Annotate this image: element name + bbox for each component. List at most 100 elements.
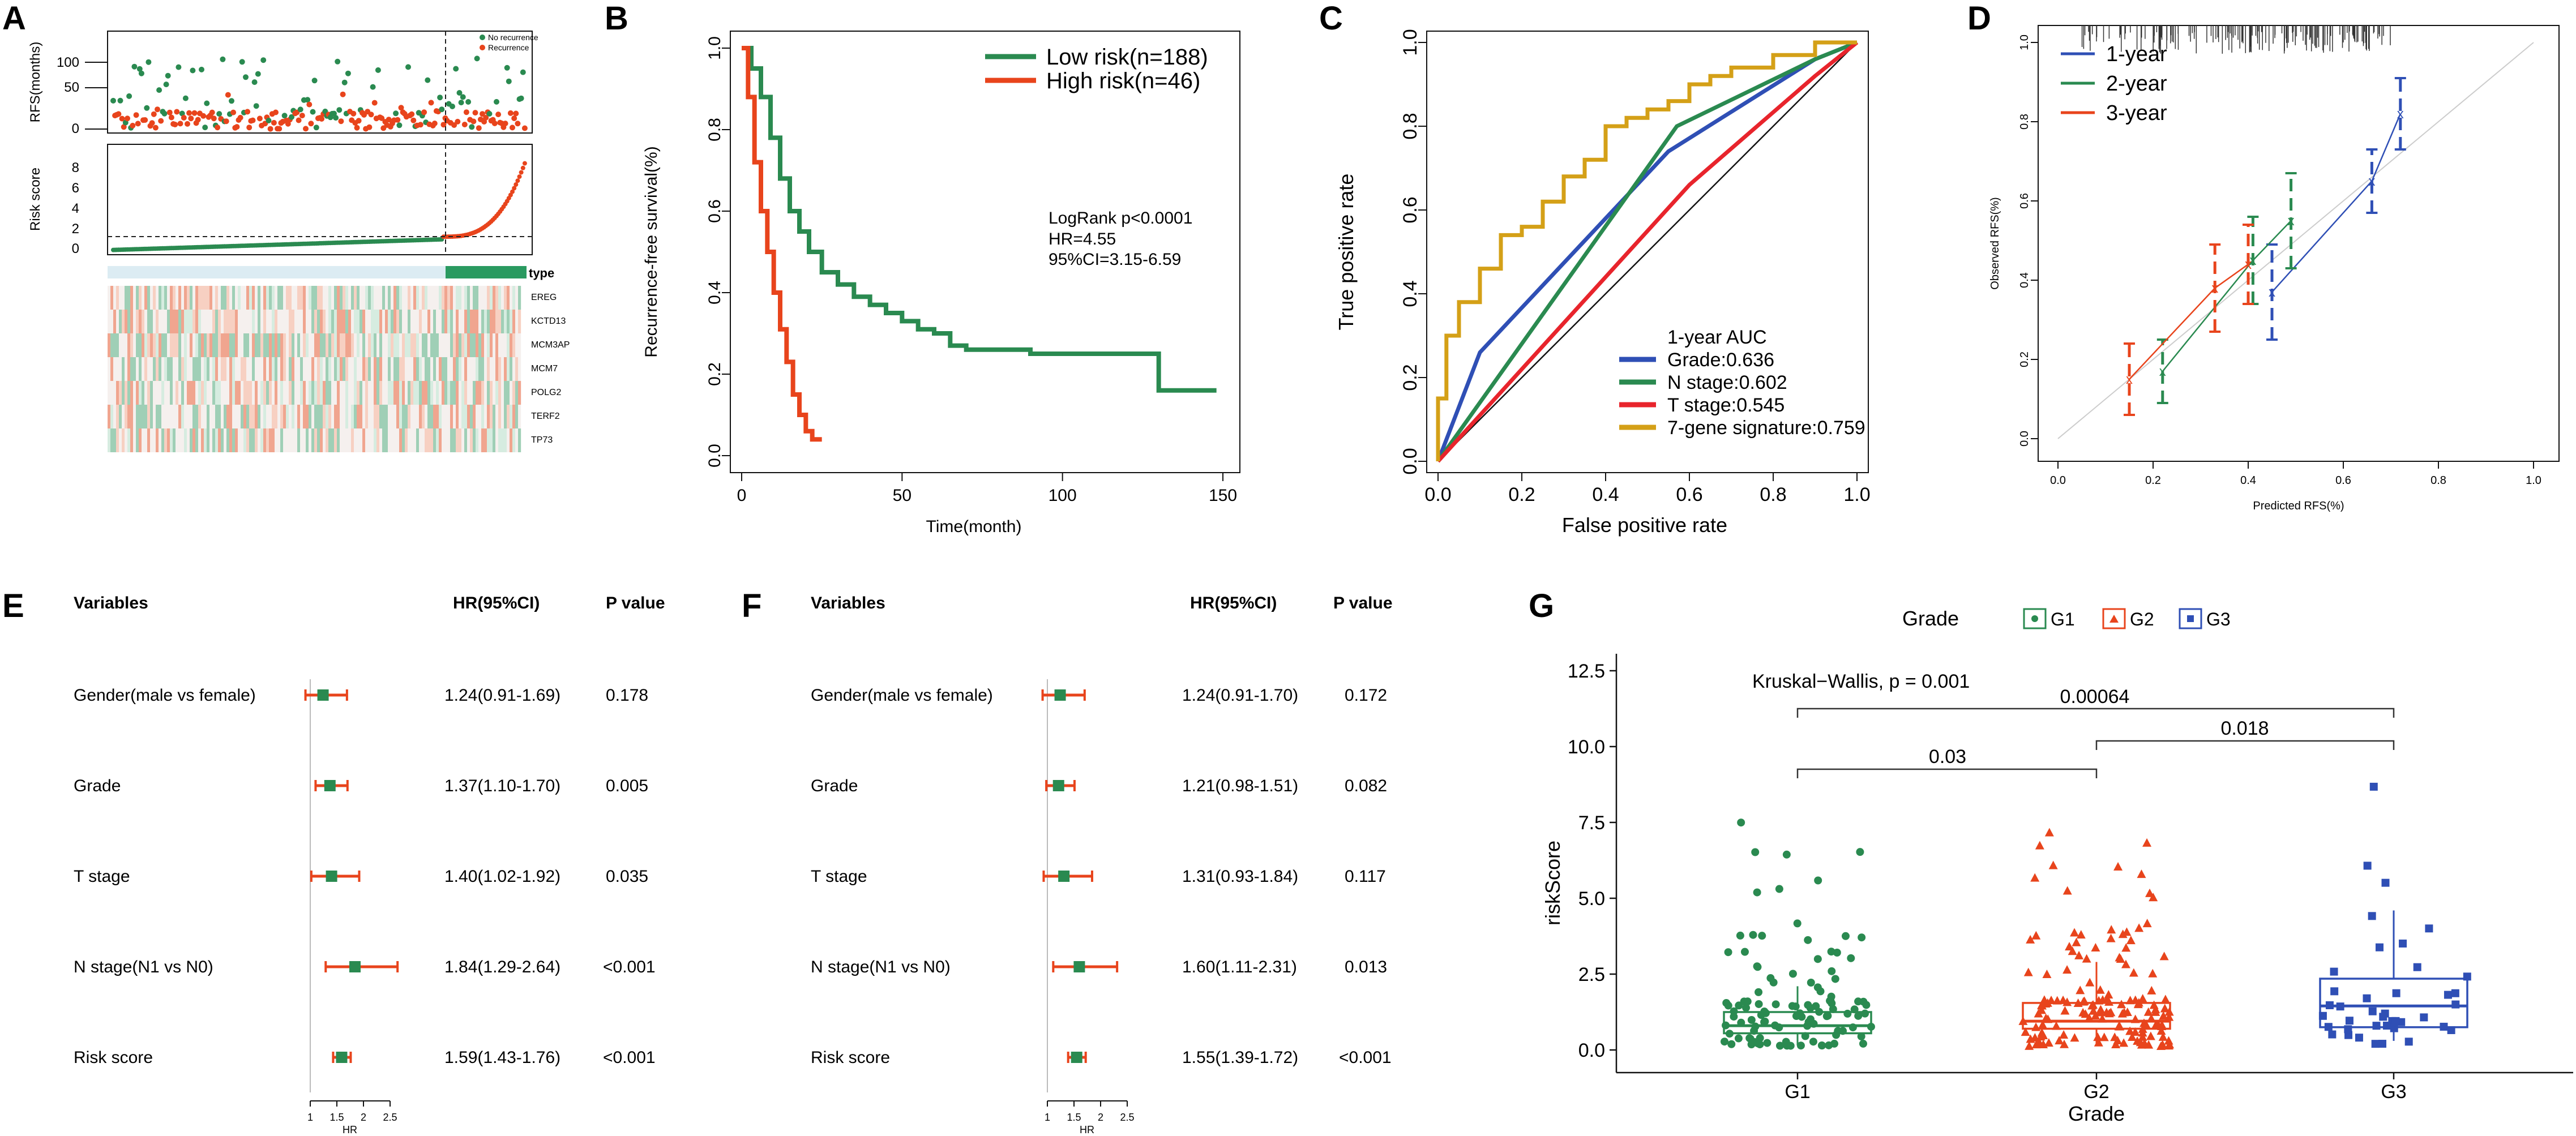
d-xlabel: Predicted RFS(%) xyxy=(2253,500,2344,512)
g-point xyxy=(2030,873,2040,882)
d-ytick-label: 0.4 xyxy=(2018,272,2031,288)
a-heat-cell xyxy=(294,381,298,405)
a-heat-cell xyxy=(331,286,335,310)
a-heat-cell xyxy=(198,405,202,428)
a-heat-cell xyxy=(444,381,448,405)
f-row-label: Grade xyxy=(811,777,858,795)
a-heat-cell xyxy=(311,405,315,428)
panel-d: 0.00.00.20.20.40.40.60.60.80.81.01.0 xxx… xyxy=(1989,25,2560,512)
forest-hr-square xyxy=(1052,780,1064,791)
a-rfs-point xyxy=(480,111,485,117)
a-heat-cell xyxy=(139,405,142,428)
a-heat-cell xyxy=(243,405,247,428)
g-point xyxy=(1782,1038,1790,1046)
a-heat-cell xyxy=(510,428,513,452)
a-heat-cell xyxy=(258,381,261,405)
a-heat-cell xyxy=(334,428,337,452)
a-heat-cell xyxy=(263,405,267,428)
g-point xyxy=(2070,1033,2079,1042)
a-heat-cell xyxy=(204,286,207,310)
a-heat-cell xyxy=(252,310,255,333)
a-heat-cell xyxy=(493,381,496,405)
a-heat-cell xyxy=(167,357,170,381)
a-heat-cell xyxy=(343,286,346,310)
a-heat-cell xyxy=(243,381,247,405)
a-heat-cell xyxy=(255,428,258,452)
a-heat-cell xyxy=(176,333,179,357)
a-heat-cell xyxy=(272,286,275,310)
a-heat-cell xyxy=(416,333,420,357)
a-heat-cell xyxy=(190,381,193,405)
a-heat-cell xyxy=(280,286,284,310)
g-point xyxy=(2026,934,2035,944)
a-heat-cell xyxy=(340,286,343,310)
a-heat-cell xyxy=(422,428,425,452)
a-rfs-point xyxy=(138,70,144,76)
g-point xyxy=(2146,1031,2155,1040)
a-rfs-point xyxy=(476,125,482,131)
a-heat-cell xyxy=(416,428,420,452)
f-marks xyxy=(1041,679,1128,1107)
a-heat-cell xyxy=(473,357,476,381)
a-heat-cell xyxy=(334,310,337,333)
a-heat-cell xyxy=(113,381,117,405)
a-heat-cell xyxy=(433,333,437,357)
a-heat-cell xyxy=(340,381,343,405)
c-xtick-label: 0.6 xyxy=(1676,484,1702,505)
a-heat-cell xyxy=(317,381,320,405)
g-point xyxy=(2149,893,2158,902)
a-heat-cell xyxy=(422,310,425,333)
a-heat-cell xyxy=(328,357,332,381)
a-rfs-point xyxy=(409,111,415,117)
a-heat-cell xyxy=(309,333,312,357)
a-heat-cell xyxy=(139,357,142,381)
a-heat-cell xyxy=(164,357,168,381)
a-rfs-point xyxy=(144,105,150,111)
a-heat-cell xyxy=(490,357,493,381)
g-box xyxy=(2022,1002,2171,1030)
a-heat-cell xyxy=(484,405,487,428)
a-heat-cell xyxy=(419,333,422,357)
g-point xyxy=(2145,888,2155,897)
a-heat-cell xyxy=(176,428,179,452)
g-point xyxy=(2391,1017,2400,1025)
f-hr-value: 1.31(0.93-1.84) xyxy=(1182,867,1298,886)
g-point xyxy=(1769,978,1778,987)
a-heat-cell xyxy=(512,333,516,357)
a-heat-cell xyxy=(396,357,400,381)
a-heat-cell xyxy=(303,405,306,428)
c-ytick-label: 0.4 xyxy=(1400,280,1421,307)
a-heat-cell xyxy=(484,428,487,452)
a-heat-cell xyxy=(399,286,403,310)
a-heat-cell xyxy=(408,381,411,405)
a-heat-cell xyxy=(110,381,114,405)
a-heat-cell xyxy=(286,333,289,357)
a-heat-cell xyxy=(456,310,459,333)
g-point xyxy=(2021,1027,2030,1036)
a-heat-cell xyxy=(368,405,371,428)
a-heat-cell xyxy=(464,333,468,357)
a-heat-cell xyxy=(484,381,487,405)
a-heat-cell xyxy=(507,333,510,357)
a-heat-cell xyxy=(476,428,479,452)
a-heat-cell xyxy=(331,357,335,381)
a-rfs-point xyxy=(313,125,319,131)
a-heat-cell xyxy=(142,286,145,310)
a-rfs-point xyxy=(450,104,455,109)
a-heat-cell xyxy=(402,310,405,333)
a-heat-cell xyxy=(280,381,284,405)
a-heat-cell xyxy=(283,428,286,452)
a-heat-cell xyxy=(159,405,162,428)
a-heat-cell xyxy=(433,428,437,452)
a-rfs-point xyxy=(463,109,469,115)
a-heat-cell xyxy=(181,405,185,428)
a-heat-cell xyxy=(371,405,374,428)
a-heat-cell xyxy=(481,357,485,381)
a-heat-cell xyxy=(507,310,510,333)
a-rfs-point xyxy=(136,66,143,72)
a-heat-cell xyxy=(187,310,190,333)
a-heat-cell xyxy=(379,405,383,428)
a-heat-cell xyxy=(490,286,493,310)
a-rfs-point xyxy=(511,115,517,121)
